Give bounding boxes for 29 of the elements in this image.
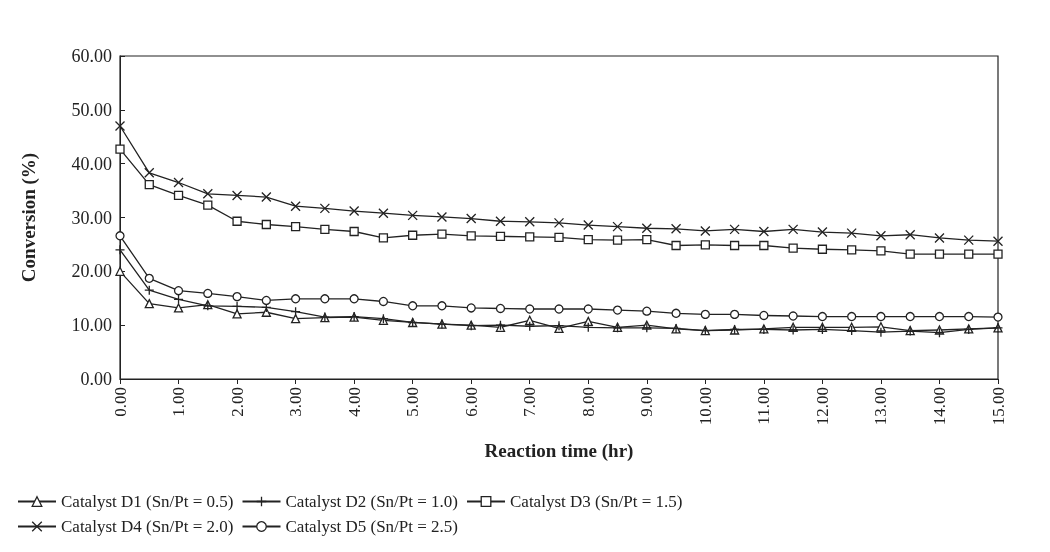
x-tick-label: 9.00 <box>637 387 657 417</box>
x-tick-label: 6.00 <box>461 387 481 417</box>
x-tick-label: 12.00 <box>812 387 832 426</box>
y-axis-title: Conversion (%) <box>18 152 40 283</box>
x-axis-title: Reaction time (hr) <box>484 440 634 462</box>
y-tick-label: 0.00 <box>80 369 112 389</box>
x-tick-label: 4.00 <box>344 387 364 417</box>
y-tick-label: 20.00 <box>71 261 112 282</box>
x-tick-label: 7.00 <box>520 387 540 417</box>
legend-label: Catalyst D5 (Sn/Pt = 2.5) <box>285 517 459 536</box>
x-tick-label: 11.00 <box>754 387 774 425</box>
x-tick-label: 13.00 <box>871 387 891 426</box>
x-tick-label: 3.00 <box>286 387 306 417</box>
legend-label: Catalyst D3 (Sn/Pt = 1.5) <box>510 492 683 511</box>
x-tick-label: 1.00 <box>169 387 189 417</box>
y-tick-label: 40.00 <box>71 153 112 174</box>
y-tick-label: 60.00 <box>71 46 112 66</box>
x-tick-label: 2.00 <box>227 387 247 417</box>
y-tick-label: 10.00 <box>71 315 112 336</box>
y-tick-label: 50.00 <box>71 99 112 120</box>
x-tick-label: 5.00 <box>403 387 423 417</box>
x-tick-label: 14.00 <box>929 387 949 426</box>
x-tick-label: 8.00 <box>578 387 598 417</box>
x-tick-label: 15.00 <box>988 387 1008 426</box>
legend-label: Catalyst D1 (Sn/Pt = 0.5) <box>61 492 234 511</box>
x-tick-label: 10.00 <box>695 387 715 426</box>
y-tick-label: 30.00 <box>71 207 112 228</box>
legend-label: Catalyst D4 (Sn/Pt = 2.0) <box>61 517 234 536</box>
legend-label: Catalyst D2 (Sn/Pt = 1.0) <box>285 492 459 511</box>
